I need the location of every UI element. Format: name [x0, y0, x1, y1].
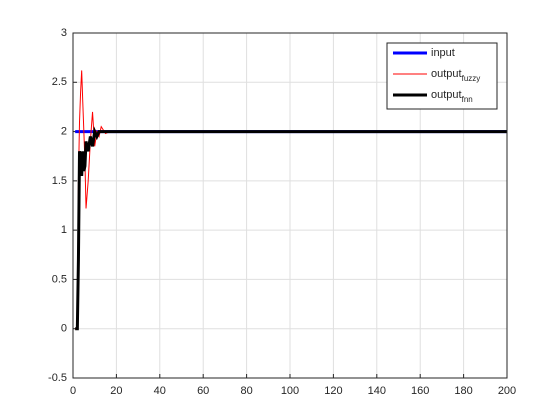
legend-name: output — [431, 68, 462, 80]
x-tick-label: 40 — [154, 385, 166, 397]
axes-box — [72, 32, 508, 379]
x-tick-label: 120 — [324, 385, 342, 397]
x-tick-label: 0 — [70, 385, 76, 397]
y-tick-label: 1 — [61, 224, 67, 236]
y-tick-label: 0.5 — [52, 273, 67, 285]
x-tick-label: 180 — [454, 385, 472, 397]
legend-label: input — [431, 47, 455, 59]
x-tick-label: 140 — [368, 385, 386, 397]
legend-subscript: fnn — [462, 95, 473, 104]
legend-name: output — [431, 89, 462, 101]
x-tick-label: 200 — [498, 385, 516, 397]
legend-label: outputfnn — [431, 89, 473, 104]
y-tick-label: 2 — [61, 125, 67, 137]
legend-subscript: fuzzy — [462, 74, 481, 83]
series-line — [75, 126, 507, 331]
y-tick-label: 2.5 — [52, 76, 67, 88]
y-tick-label: 3 — [61, 27, 67, 39]
x-tick-label: 80 — [240, 385, 252, 397]
x-tick-label: 20 — [110, 385, 122, 397]
x-tick-label: 60 — [197, 385, 209, 397]
y-tick-label: 1.5 — [52, 175, 67, 187]
y-tick-label: 0 — [61, 323, 67, 335]
x-tick-label: 100 — [281, 385, 299, 397]
y-tick-label: -0.5 — [48, 372, 67, 384]
x-tick-label: 160 — [411, 385, 429, 397]
legend-label: outputfuzzy — [431, 68, 480, 83]
legend-name: input — [431, 47, 455, 59]
